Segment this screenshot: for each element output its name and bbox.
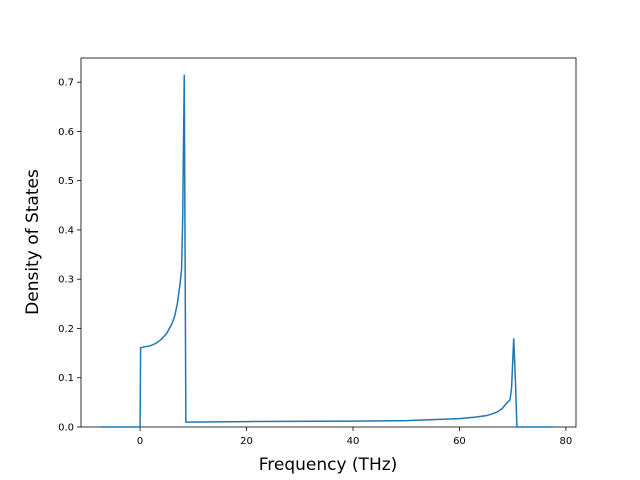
x-tick-label: 0	[137, 436, 143, 447]
y-tick-label: 0.4	[58, 225, 74, 236]
x-tick-label: 80	[560, 436, 573, 447]
x-axis-label: Frequency (THz)	[259, 455, 398, 475]
y-axis-label: Density of States	[23, 169, 43, 315]
plot-frame	[80, 57, 577, 428]
x-tick-label: 40	[347, 436, 360, 447]
y-tick-label: 0.6	[58, 127, 74, 138]
y-tick-label: 0.2	[58, 324, 74, 335]
y-tick-label: 0.0	[58, 423, 74, 434]
y-tick-label: 0.7	[58, 78, 74, 89]
x-tick-label: 60	[453, 436, 466, 447]
y-tick-label: 0.5	[58, 176, 74, 187]
data-line	[101, 74, 554, 428]
y-tick-label: 0.1	[58, 373, 74, 384]
y-tick-label: 0.3	[58, 275, 74, 286]
x-tick-label: 20	[240, 436, 253, 447]
